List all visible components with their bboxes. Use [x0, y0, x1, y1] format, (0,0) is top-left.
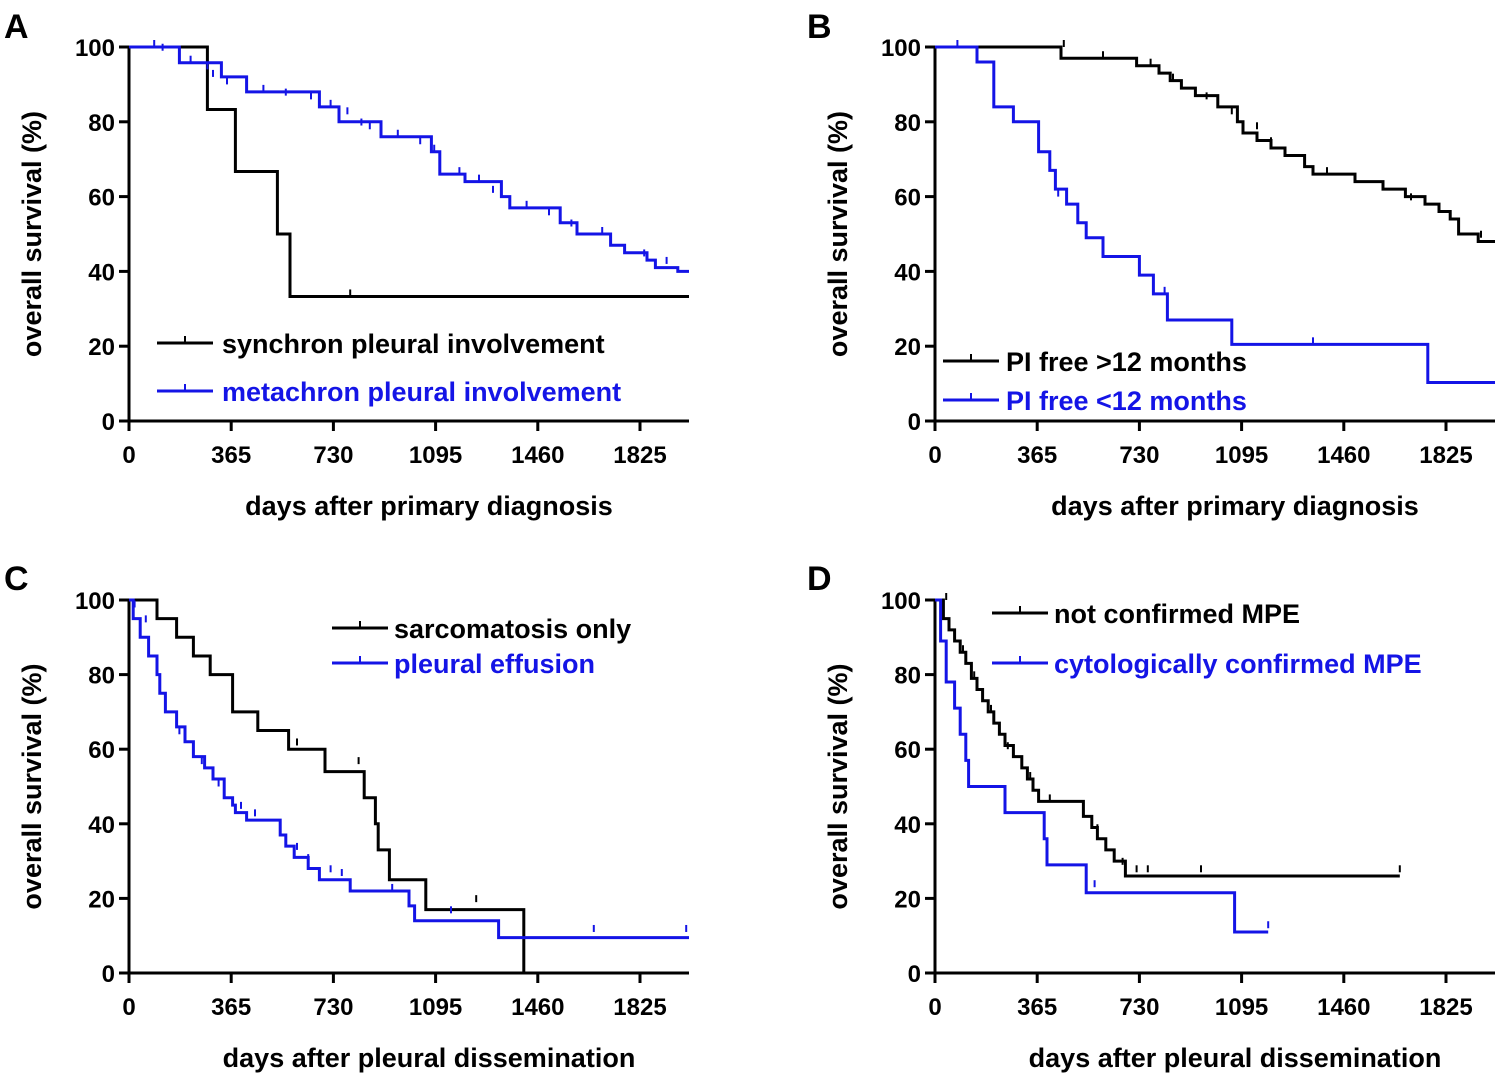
y-tick-label: 0	[102, 961, 115, 988]
series-line-1	[129, 45, 689, 298]
x-tick-label: 0	[928, 994, 941, 1021]
x-axis-title: days after primary diagnosis	[1051, 491, 1419, 521]
y-tick-label: 0	[102, 409, 115, 436]
y-tick-label: 80	[894, 110, 921, 137]
y-axis-title: overall survival (%)	[823, 111, 853, 357]
y-tick-label: 100	[881, 588, 921, 615]
y-tick-label: 60	[894, 737, 921, 764]
panel-letter: C	[4, 560, 29, 598]
x-tick-label: 0	[122, 994, 135, 1021]
panel-letter: B	[807, 8, 832, 46]
legend-label: cytologically confirmed MPE	[1054, 649, 1422, 679]
legend-label: pleural effusion	[394, 649, 595, 679]
panel-d: D 0 20 40 60 80 100 0 365 730 1095 1460 1825 days aft…	[807, 560, 1495, 1073]
panel-letter: D	[807, 560, 832, 598]
y-tick-label: 60	[88, 737, 115, 764]
x-tick-label: 365	[1017, 442, 1057, 469]
y-axis-title: overall survival (%)	[17, 663, 47, 909]
series-line-1	[935, 598, 1400, 878]
series-line-2	[129, 598, 689, 940]
panel-letter: A	[4, 8, 29, 46]
series-line-1	[129, 598, 526, 973]
y-tick-label: 40	[894, 259, 921, 286]
y-tick-label: 40	[88, 812, 115, 839]
x-tick-label: 0	[928, 442, 941, 469]
series-line-2	[935, 45, 1495, 384]
x-tick-label: 1460	[1317, 442, 1370, 469]
legend-label: PI free >12 months	[1006, 347, 1247, 377]
y-tick-label: 20	[88, 886, 115, 913]
x-tick-label: 1095	[1215, 442, 1268, 469]
x-tick-label: 1095	[1215, 994, 1268, 1021]
y-tick-label: 100	[881, 35, 921, 62]
legend-label: PI free <12 months	[1006, 386, 1247, 416]
x-tick-label: 1825	[1419, 442, 1472, 469]
x-tick-label: 1460	[1317, 994, 1370, 1021]
x-tick-label: 365	[1017, 994, 1057, 1021]
x-axis-title: days after primary diagnosis	[245, 491, 613, 521]
x-tick-label: 1825	[1419, 994, 1472, 1021]
series-line-2	[129, 45, 689, 273]
y-axis-title: overall survival (%)	[17, 111, 47, 357]
y-tick-label: 0	[908, 409, 921, 436]
y-tick-label: 20	[894, 886, 921, 913]
y-tick-label: 0	[908, 961, 921, 988]
x-tick-label: 730	[313, 994, 353, 1021]
x-tick-label: 1095	[409, 442, 462, 469]
panel-c: C 0 20 40 60 80 100 0 365 730 1095 1460 1825 days aft…	[4, 560, 689, 1073]
y-axis-title: overall survival (%)	[823, 663, 853, 909]
x-tick-label: 0	[122, 442, 135, 469]
x-tick-label: 1460	[511, 994, 564, 1021]
y-tick-label: 60	[894, 185, 921, 212]
x-tick-label: 1095	[409, 994, 462, 1021]
y-tick-label: 80	[88, 110, 115, 137]
y-tick-label: 100	[75, 35, 115, 62]
y-tick-label: 40	[894, 812, 921, 839]
y-tick-label: 20	[894, 334, 921, 361]
x-tick-label: 365	[211, 994, 251, 1021]
y-tick-label: 80	[894, 663, 921, 690]
legend-label: not confirmed MPE	[1054, 599, 1300, 629]
x-tick-label: 730	[1119, 994, 1159, 1021]
series-line-1	[935, 45, 1495, 243]
x-axis-title: days after pleural dissemination	[223, 1043, 636, 1073]
legend-label: sarcomatosis only	[394, 614, 631, 644]
x-tick-label: 1825	[613, 994, 666, 1021]
legend-label: synchron pleural involvement	[222, 329, 605, 359]
x-axis-title: days after pleural dissemination	[1029, 1043, 1442, 1073]
x-tick-label: 730	[1119, 442, 1159, 469]
x-tick-label: 1460	[511, 442, 564, 469]
x-tick-label: 1825	[613, 442, 666, 469]
series-line-2	[935, 598, 1269, 934]
x-tick-label: 365	[211, 442, 251, 469]
x-tick-label: 730	[313, 442, 353, 469]
y-tick-label: 80	[88, 663, 115, 690]
y-tick-label: 60	[88, 185, 115, 212]
y-tick-label: 100	[75, 588, 115, 615]
y-tick-label: 40	[88, 259, 115, 286]
legend-label: metachron pleural involvement	[222, 377, 621, 407]
y-tick-label: 20	[88, 334, 115, 361]
